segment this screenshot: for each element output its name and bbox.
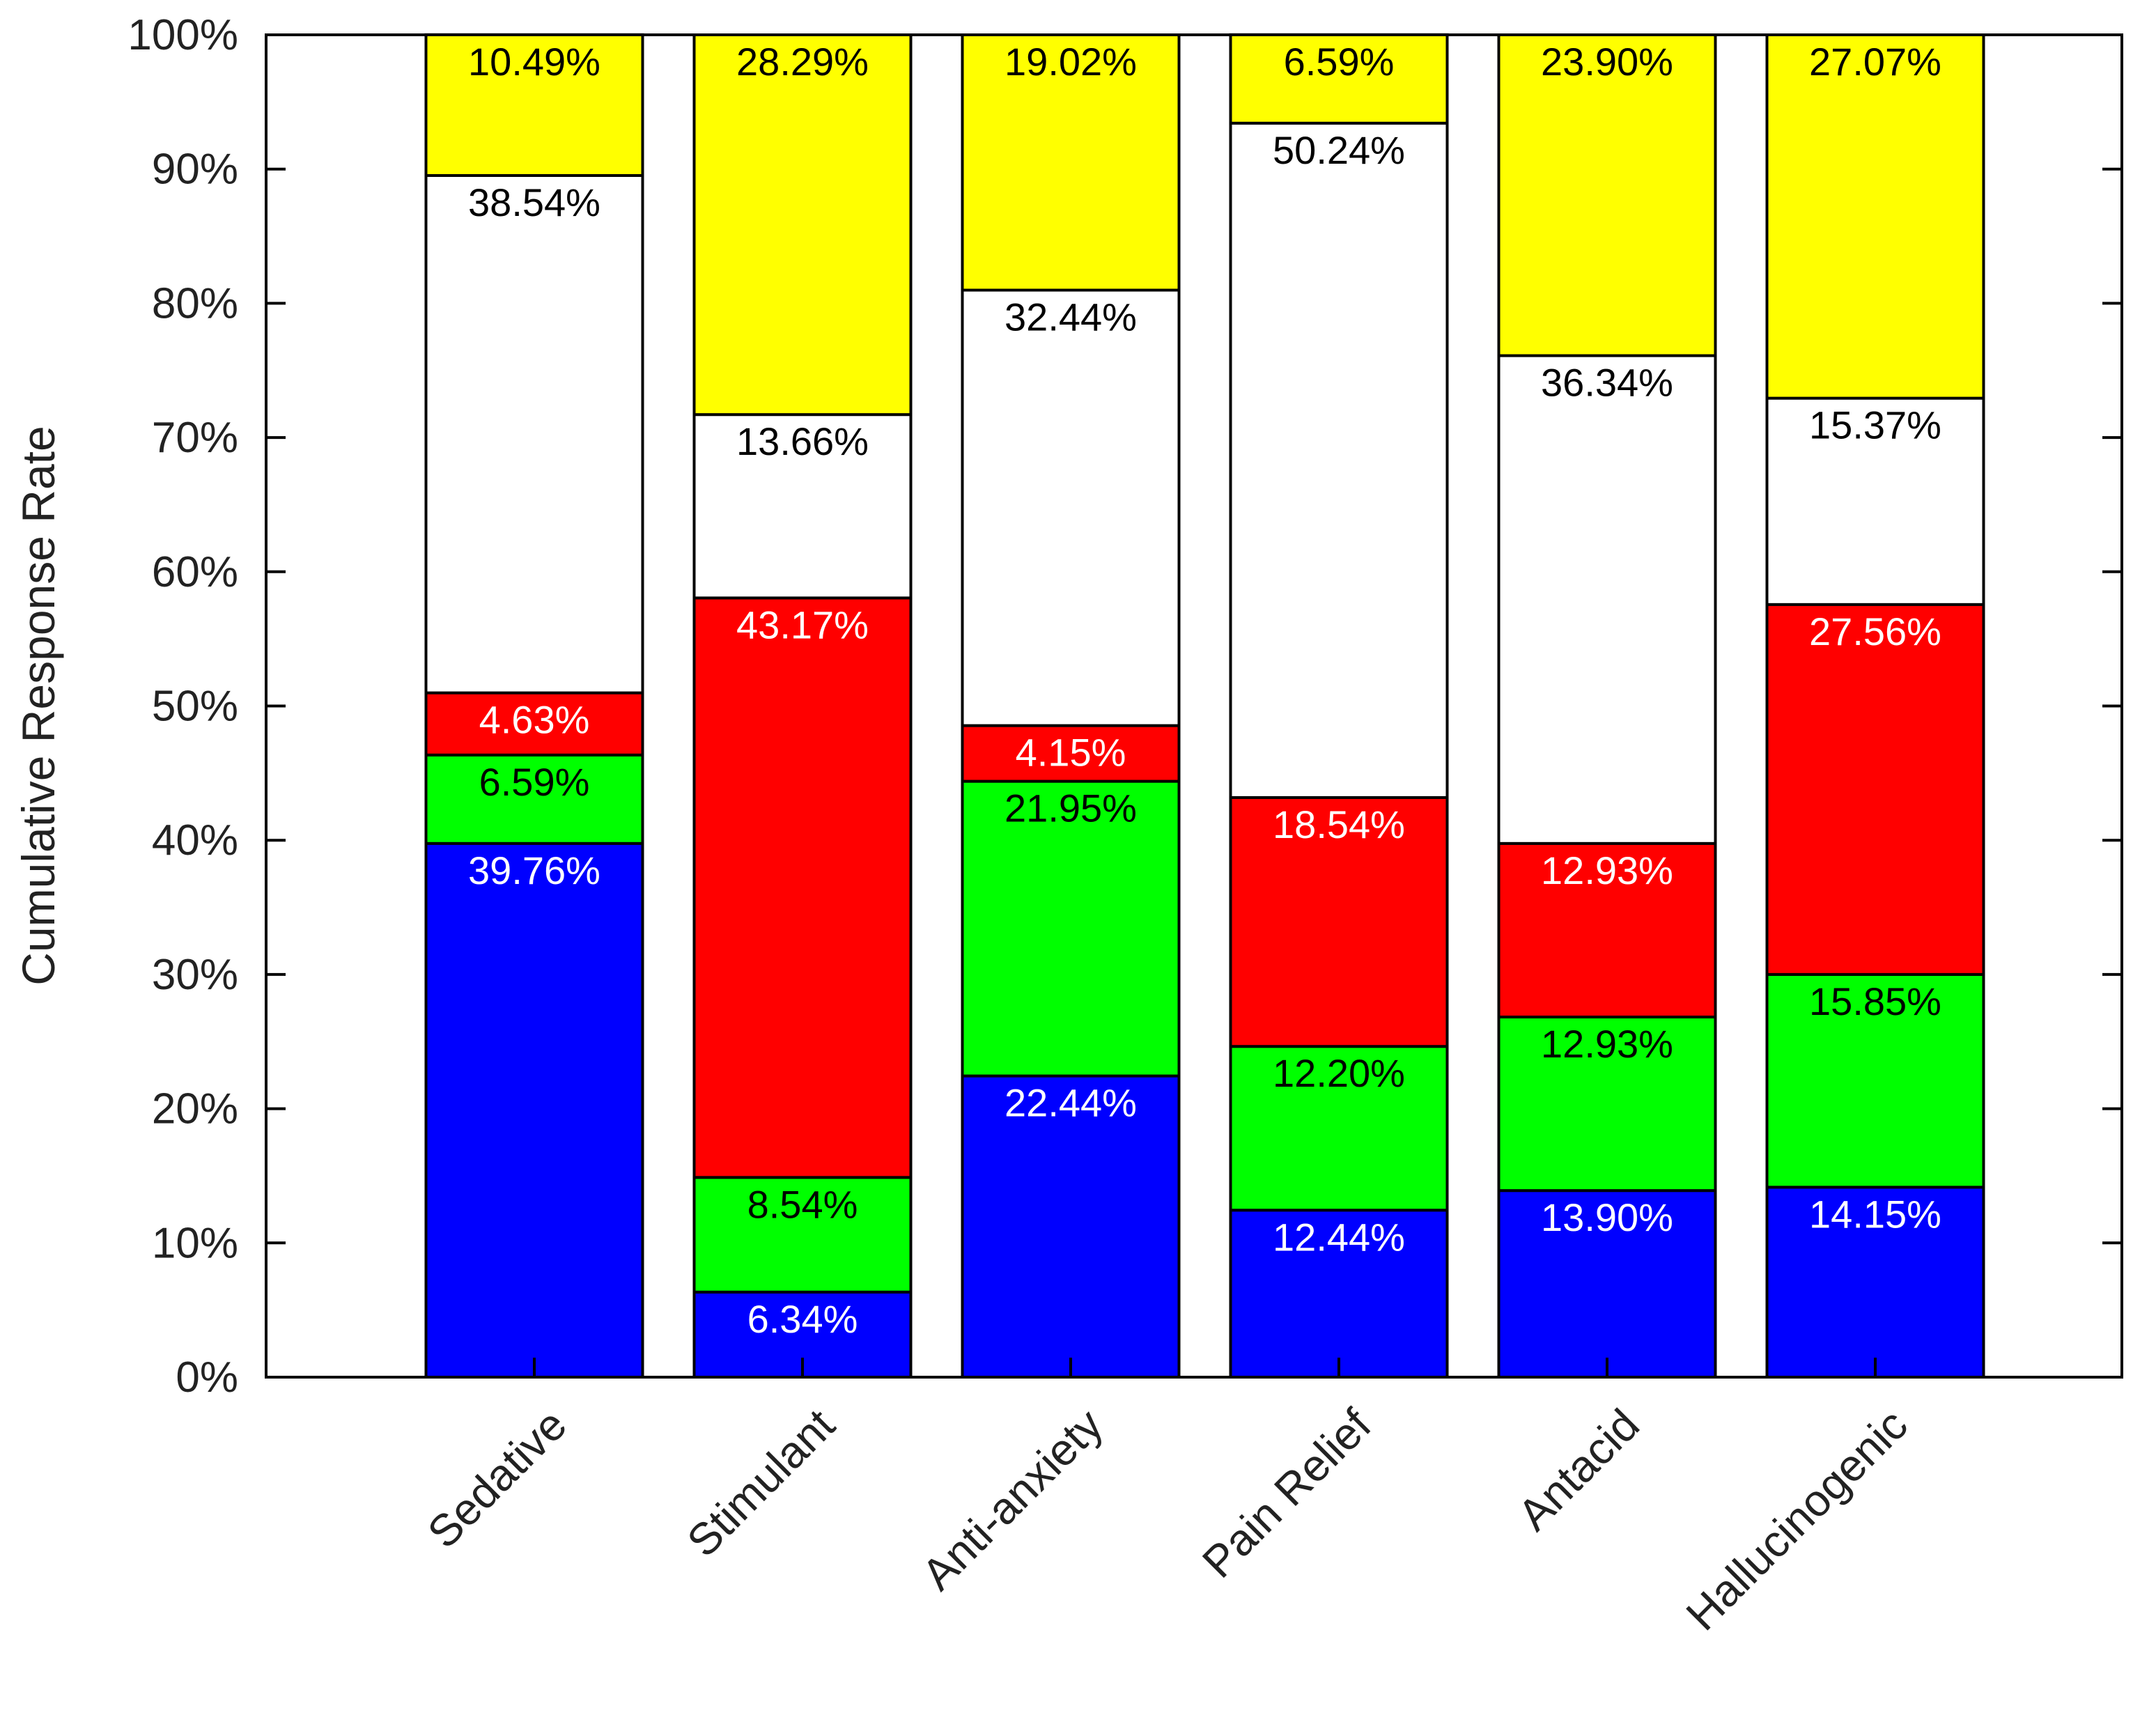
bar-segment-green xyxy=(1765,972,1985,1189)
y-tick-label: 60% xyxy=(152,548,238,596)
bar-segment-yellow xyxy=(1765,33,1985,400)
bar-segment-yellow xyxy=(692,33,913,417)
data-label: 50.24% xyxy=(1273,128,1405,172)
bar-segment-white xyxy=(961,288,1181,727)
bars-layer xyxy=(424,33,1985,1379)
data-label: 8.54% xyxy=(747,1182,858,1226)
bar-segment-red xyxy=(424,691,644,756)
data-label: 14.15% xyxy=(1809,1192,1941,1236)
y-tick-label: 70% xyxy=(152,414,238,462)
data-label: 6.34% xyxy=(747,1297,858,1341)
y-tick-label: 0% xyxy=(176,1353,238,1402)
bar-segment-red xyxy=(1497,841,1717,1018)
bar-segment-white xyxy=(1765,396,1985,606)
x-tick-label: Anti-anxiety xyxy=(913,1399,1112,1599)
y-axis: 0% 10% 20% 30% 40% 50% 60% 70% 80% 90% 100% xyxy=(127,11,2122,1402)
y-tick-label: 10% xyxy=(152,1219,238,1267)
x-tick-label: Stimulant xyxy=(677,1399,844,1567)
y-tick-label: 100% xyxy=(127,11,238,59)
bar-segment-blue xyxy=(424,841,644,1379)
data-label: 10.49% xyxy=(468,40,600,84)
y-tick-label: 40% xyxy=(152,816,238,864)
data-label: 27.07% xyxy=(1809,40,1941,84)
bar-segment-blue xyxy=(1765,1186,1985,1379)
bar-segment-green xyxy=(424,753,644,845)
bar-segment-green xyxy=(1229,1045,1449,1212)
bar-segment-red xyxy=(1229,796,1449,1048)
data-label: 15.85% xyxy=(1809,979,1941,1023)
y-axis-label: Cumulative Response Rate xyxy=(13,426,64,985)
data-label: 15.37% xyxy=(1809,403,1941,447)
x-tick-label: Antacid xyxy=(1508,1399,1649,1540)
bar-segment-blue xyxy=(1229,1209,1449,1379)
y-tick-label: 50% xyxy=(152,683,238,731)
data-label: 12.93% xyxy=(1541,848,1673,892)
data-label: 21.95% xyxy=(1005,786,1137,830)
data-label: 27.56% xyxy=(1809,610,1941,653)
bar-segment-white xyxy=(692,413,913,600)
data-label: 12.44% xyxy=(1273,1215,1405,1259)
data-label: 4.15% xyxy=(1016,731,1126,775)
data-label: 23.90% xyxy=(1541,40,1673,84)
data-label: 4.63% xyxy=(479,698,590,742)
segment-labels-layer: 39.76% 6.59% 4.63% 38.54% 10.49% 6.34% 8.54% 43… xyxy=(468,40,1941,1341)
data-label: 43.17% xyxy=(736,603,869,646)
bar-segment-green xyxy=(961,779,1181,1078)
data-label: 18.54% xyxy=(1273,802,1405,846)
bar-segment-white xyxy=(424,173,644,694)
bar-segment-red xyxy=(1765,603,1985,976)
x-tick-label: Hallucinogenic xyxy=(1677,1399,1917,1640)
y-tick-label: 20% xyxy=(152,1085,238,1133)
data-label: 36.34% xyxy=(1541,361,1673,405)
data-label: 39.76% xyxy=(468,848,600,892)
bar-segment-yellow xyxy=(1497,33,1717,357)
x-tick-label: Sedative xyxy=(418,1399,576,1558)
bar-segment-red xyxy=(961,724,1181,783)
bar-segment-green xyxy=(692,1176,913,1294)
bar-segment-yellow xyxy=(961,33,1181,292)
data-label: 19.02% xyxy=(1005,40,1137,84)
bar-segment-white xyxy=(1229,121,1449,799)
data-label: 38.54% xyxy=(468,180,600,224)
data-label: 6.59% xyxy=(479,760,590,804)
x-tick-label: Pain Relief xyxy=(1193,1399,1381,1588)
y-tick-label: 30% xyxy=(152,951,238,999)
data-label: 13.66% xyxy=(736,419,869,463)
data-label: 12.20% xyxy=(1273,1051,1405,1095)
bar-segment-green xyxy=(1497,1015,1717,1193)
data-label: 32.44% xyxy=(1005,295,1137,339)
y-tick-label: 80% xyxy=(152,279,238,327)
data-label: 6.59% xyxy=(1284,40,1395,84)
data-label: 22.44% xyxy=(1005,1081,1137,1125)
bar-segment-blue xyxy=(1497,1189,1717,1379)
bar-segment-red xyxy=(692,596,913,1179)
data-label: 12.93% xyxy=(1541,1022,1673,1066)
data-label: 28.29% xyxy=(736,40,869,84)
x-axis: Sedative Stimulant Anti-anxiety Pain Relief… xyxy=(418,1358,1917,1640)
bar-segment-white xyxy=(1497,354,1717,845)
data-label: 13.90% xyxy=(1541,1195,1673,1239)
y-tick-label: 90% xyxy=(152,146,238,194)
